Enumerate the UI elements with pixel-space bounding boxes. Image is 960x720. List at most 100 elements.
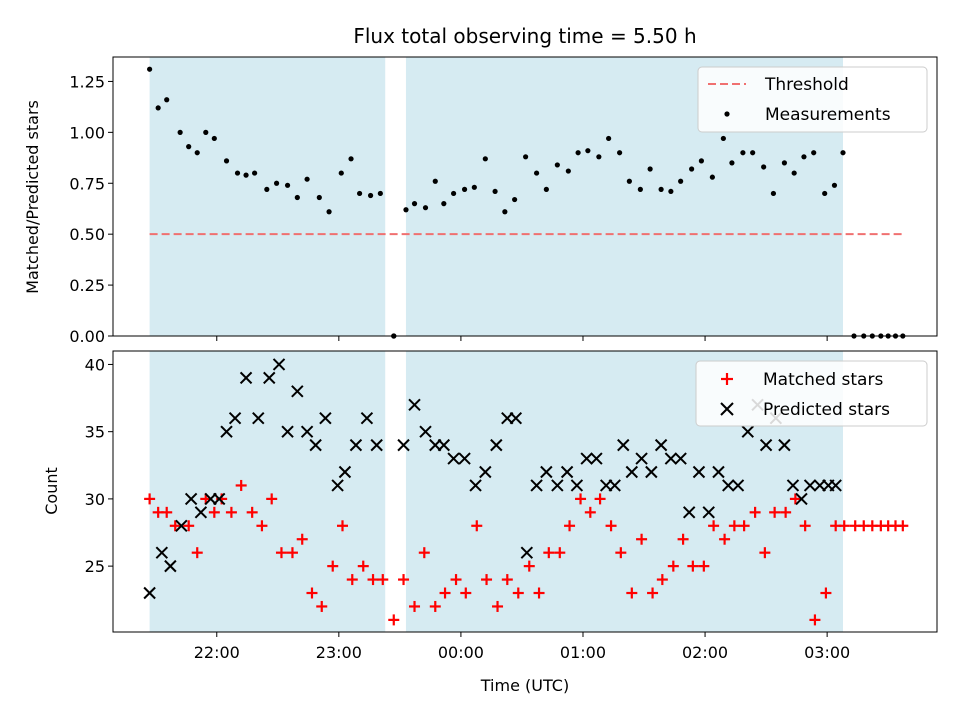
predicted-star-point [447, 452, 460, 465]
measurements-legend-marker [724, 111, 730, 117]
predicted-star-point [469, 479, 482, 492]
xtick-label: 03:00 [804, 643, 850, 662]
predicted-star-point [338, 465, 352, 479]
measurement-point [367, 192, 374, 199]
matched-star-point [667, 560, 679, 572]
predicted-star-point [551, 479, 564, 492]
predicted-star-point [281, 425, 294, 438]
predicted-star-point [272, 358, 286, 371]
measurement-point [512, 196, 518, 203]
matched-star-point [738, 520, 750, 532]
predicted-star-point [520, 546, 534, 559]
predicted-star-point [829, 479, 842, 492]
measurement-point [482, 156, 488, 162]
matched-star-point [605, 520, 617, 532]
matched-star-point [191, 547, 203, 559]
measurement-point [422, 205, 429, 211]
predicted-star-point [184, 492, 198, 506]
matched-star-point [584, 506, 596, 518]
bottom-legend: Matched stars Predicted stars [695, 360, 928, 427]
measurement-point [822, 190, 828, 197]
bottom-x-axis-ticks: 22:00 23:00 00:00 01:00 02:00 03:00 [194, 632, 850, 662]
predicted-star-point [645, 465, 658, 479]
matched-star-point [719, 533, 731, 545]
bottom-shaded-interval-0 [149, 351, 386, 632]
measurement-point [791, 170, 797, 176]
matched-star-point [897, 520, 909, 532]
predicted-star-point [702, 506, 715, 519]
xtick-label: 00:00 [438, 643, 484, 662]
matched-star-point [357, 560, 369, 572]
matched-star-point [615, 547, 627, 559]
top-panel: 0.00 0.25 0.50 0.75 1.00 1.25 Flux total obse… [23, 24, 938, 346]
measurement-point [203, 129, 209, 135]
measurement-point [403, 207, 409, 213]
measurements-legend-label: Measurements [765, 105, 891, 125]
measurement-point [316, 194, 322, 201]
matched-star-point [687, 560, 699, 572]
predicted-star-point [682, 506, 696, 519]
measurement-point [264, 186, 270, 192]
measurement-point [761, 164, 767, 170]
measurement-point [668, 188, 674, 195]
predicted-star-point [795, 492, 808, 506]
matched-star-point [256, 520, 268, 532]
matched-star-point [327, 560, 339, 572]
xtick-label: 01:00 [560, 643, 606, 662]
measurement-point [211, 135, 217, 142]
predicted-star-point [778, 438, 791, 452]
measurement-point [502, 209, 508, 215]
matched-star-point [388, 614, 400, 626]
predicted-star-point [212, 492, 226, 506]
chart-title: Flux total observing time = 5.50 h [353, 24, 696, 48]
top-x-axis-ticks [216, 336, 828, 341]
top-legend: Threshold Measurements [697, 66, 928, 133]
top-ytick-label: 1.25 [69, 72, 105, 91]
predicted-star-point [608, 479, 621, 492]
predicted-star-point [479, 465, 492, 479]
predicted-star-point [309, 438, 322, 452]
matched-star-point [208, 506, 220, 518]
matched-star-point [161, 506, 173, 518]
predicted-star-point [625, 465, 639, 479]
predicted-star-point [408, 398, 421, 411]
predicted-star-point [252, 412, 265, 425]
matched-star-point [575, 493, 587, 505]
measurement-point [461, 186, 468, 192]
matched-star-point [183, 520, 195, 532]
measurement-point [177, 129, 183, 135]
bottom-ytick-label: 40 [85, 355, 105, 374]
matched-star-point [286, 547, 298, 559]
predicted-star-point [263, 371, 276, 385]
top-ytick-label: 0.25 [69, 276, 105, 295]
top-y-axis-ticks: 0.00 0.25 0.50 0.75 1.00 1.25 [69, 72, 113, 346]
matched-star-point [450, 574, 462, 586]
predicted-star-point [674, 452, 687, 465]
top-shaded-interval-0 [149, 57, 386, 336]
matched-star-point [377, 574, 389, 586]
matched-star-point [626, 587, 638, 599]
xtick-label: 23:00 [316, 643, 362, 662]
measurement-point [471, 184, 477, 190]
measurement-point [554, 162, 560, 168]
matched-star-point [698, 560, 710, 572]
measurement-point [411, 201, 418, 207]
matched-star-point [367, 574, 379, 586]
top-ytick-label: 0.50 [69, 225, 105, 244]
measurement-point [164, 97, 170, 103]
matched-star-point [439, 587, 451, 599]
measurement-point [750, 150, 756, 156]
matched-star-point [708, 520, 720, 532]
matched-star-point [266, 493, 278, 505]
measurement-point [617, 150, 623, 156]
matched-star-point [398, 574, 410, 586]
predicted-star-point [692, 465, 706, 479]
predicted-star-point [759, 438, 773, 452]
threshold-legend-label: Threshold [764, 75, 849, 95]
matched-star-point [296, 533, 308, 545]
bottom-y-axis-label: Count [42, 467, 61, 515]
predicted-star-point [722, 479, 735, 492]
matched-star-point [144, 493, 156, 505]
top-legend-box [697, 66, 928, 133]
